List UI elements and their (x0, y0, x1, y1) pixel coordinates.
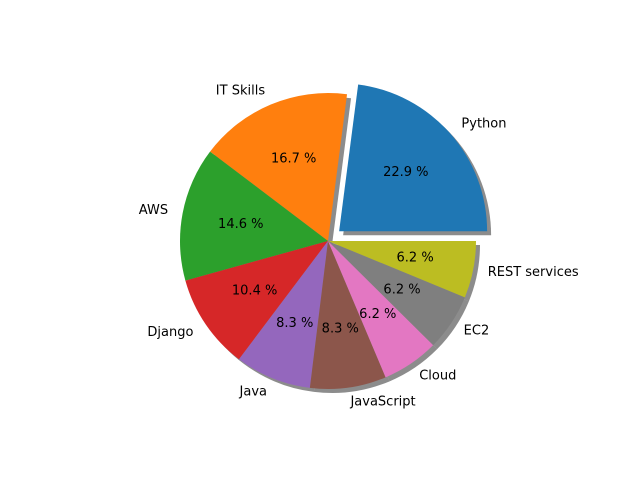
slice-label-cloud: Cloud (419, 368, 456, 383)
slice-value-label-javascript: 8.3 % (322, 321, 359, 336)
pie-slice-javascript (309, 241, 386, 389)
slice-label-it-skills: IT Skills (216, 83, 266, 98)
slice-value-label-django: 10.4 % (232, 284, 277, 299)
slice-label-ec2: EC2 (464, 323, 490, 338)
pie-slice-it-skills (210, 93, 348, 242)
slice-label-django: Django (147, 325, 193, 340)
slice-value-label-ec2: 6.2 % (383, 283, 420, 298)
slice-value-label-aws: 14.6 % (218, 217, 263, 232)
slice-value-label-java: 8.3 % (276, 316, 313, 331)
pie-slice-rest-services (328, 241, 476, 298)
pie-slice-aws (179, 151, 328, 281)
slice-label-aws: AWS (139, 203, 168, 218)
label-layer: Python 22.9 % IT Skills 16.7 % AWS 14.6 % Djan… (139, 83, 579, 409)
slice-value-label-python: 22.9 % (383, 165, 428, 180)
slice-value-label-rest-services: 6.2 % (397, 251, 434, 266)
pie-slice-django (185, 241, 328, 360)
slice-value-label-it-skills: 16.7 % (271, 152, 316, 167)
slice-label-java: Java (239, 384, 267, 399)
slice-label-python: Python (461, 116, 506, 131)
slice-label-javascript: JavaScript (349, 395, 415, 410)
pie-slice-ec2 (328, 241, 465, 346)
slice-value-label-cloud: 6.2 % (359, 307, 396, 322)
pie-slice-java (238, 241, 328, 388)
pie-slice-cloud (328, 241, 434, 378)
slice-label-rest-services: REST services (488, 265, 579, 280)
slice-layer (179, 84, 488, 389)
pie-slice-python (339, 84, 488, 232)
